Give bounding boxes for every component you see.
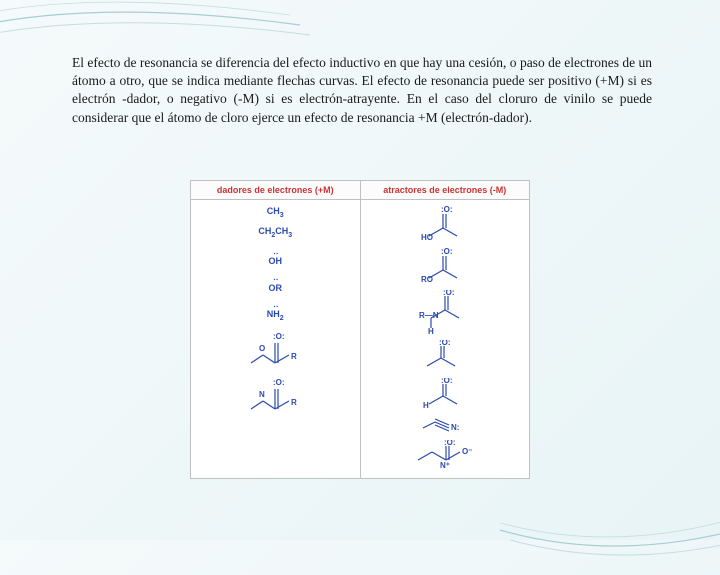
- svg-text::O:: :O:: [441, 378, 453, 385]
- struct-ketone: :O:: [415, 340, 475, 372]
- group-ch3: CH3: [267, 206, 284, 220]
- struct-ester-donor: O :O: R: [243, 329, 307, 369]
- struct-ester-acceptor: :O: RO: [415, 248, 475, 284]
- struct-nitro: N⁺ :O: O⁻: [410, 440, 480, 470]
- struct-nitrile: N:: [415, 416, 475, 434]
- svg-text:N⁺: N⁺: [440, 461, 450, 470]
- svg-text:RO: RO: [421, 275, 433, 284]
- struct-amide-acceptor: :O: R—N H: [415, 290, 475, 334]
- svg-text:R: R: [291, 352, 297, 361]
- svg-text::O:: :O:: [439, 340, 451, 347]
- struct-aldehyde: :O: H: [415, 378, 475, 410]
- group-or: ‥OR: [269, 272, 283, 293]
- svg-text::O:: :O:: [441, 206, 453, 214]
- struct-amide-donor: N :O: R: [243, 375, 307, 415]
- svg-text:H: H: [423, 401, 429, 410]
- body-paragraph: El efecto de resonancia se diferencia de…: [72, 54, 652, 127]
- svg-text:H: H: [428, 327, 434, 334]
- col-donors: CH3 CH2CH3 ‥OH ‥OR ‥NH2 O :O: R: [191, 200, 361, 478]
- svg-text::O:: :O:: [441, 248, 453, 256]
- svg-text::O:: :O:: [443, 290, 455, 297]
- svg-text:R—N: R—N: [419, 311, 439, 320]
- svg-text::O:: :O:: [273, 378, 285, 387]
- svg-text:R: R: [291, 398, 297, 407]
- struct-carboxylic: :O: HO: [415, 206, 475, 242]
- svg-text::O:: :O:: [444, 440, 456, 447]
- decorative-arcs-bottom: [500, 470, 720, 570]
- resonance-groups-table: dadores de electrones (+M) atractores de…: [190, 180, 530, 479]
- svg-text:HO: HO: [421, 233, 433, 242]
- svg-text:N:: N:: [451, 423, 459, 432]
- group-ch2ch3: CH2CH3: [258, 226, 292, 240]
- group-nh2: ‥NH2: [267, 299, 284, 323]
- svg-text:O⁻: O⁻: [462, 447, 472, 456]
- table-header-row: dadores de electrones (+M) atractores de…: [191, 181, 529, 200]
- col-header-acceptors: atractores de electrones (-M): [361, 181, 530, 199]
- svg-text:O: O: [259, 344, 265, 353]
- col-header-donors: dadores de electrones (+M): [191, 181, 361, 199]
- svg-text::O:: :O:: [273, 332, 285, 341]
- col-acceptors: :O: HO :O: RO: [361, 200, 530, 478]
- group-oh: ‥OH: [269, 246, 283, 267]
- svg-text:N: N: [259, 390, 265, 399]
